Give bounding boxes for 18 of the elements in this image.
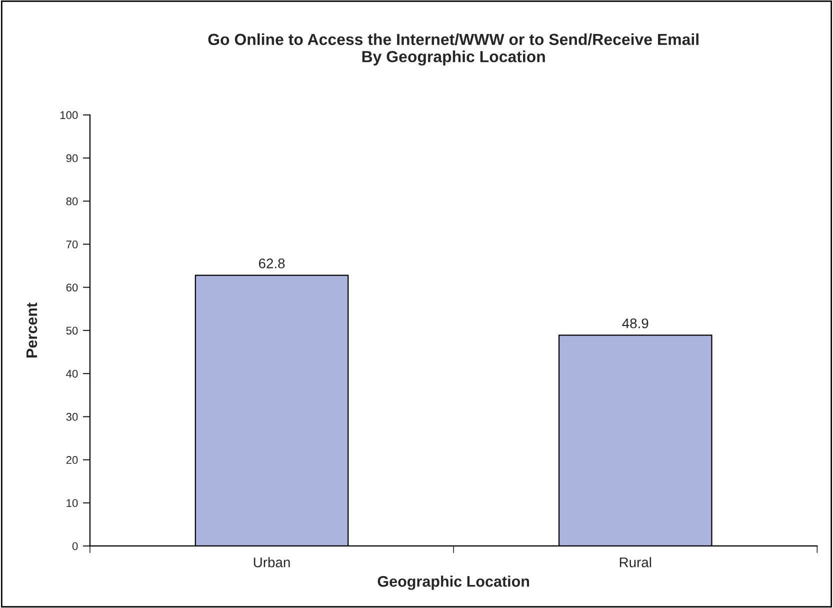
- data-label: 62.8: [258, 258, 285, 268]
- x-axis-title: Geographic Location: [378, 576, 530, 590]
- y-tick-label: 0: [72, 542, 78, 550]
- y-tick-label: 90: [66, 154, 78, 162]
- y-tick-label: 70: [66, 240, 78, 248]
- x-tick-label: Urban: [254, 557, 290, 568]
- y-tick-label: 30: [66, 412, 78, 421]
- y-tick-label: 100: [60, 111, 78, 120]
- y-tick-label: 60: [66, 284, 78, 292]
- y-tick-label: 40: [66, 370, 78, 378]
- y-tick-label: 10: [66, 499, 78, 508]
- y-tick-label: 50: [66, 326, 78, 335]
- y-tick-label: 80: [66, 197, 78, 206]
- data-label: 48.9: [622, 318, 648, 328]
- chart-title: Go Online to Access the Internet/WWW or to Send/Receive Email By Geographic Location: [208, 33, 698, 66]
- x-tick-label: Rural: [620, 557, 652, 568]
- y-tick-label: 20: [66, 456, 78, 464]
- y-axis-title: Percent: [26, 302, 38, 358]
